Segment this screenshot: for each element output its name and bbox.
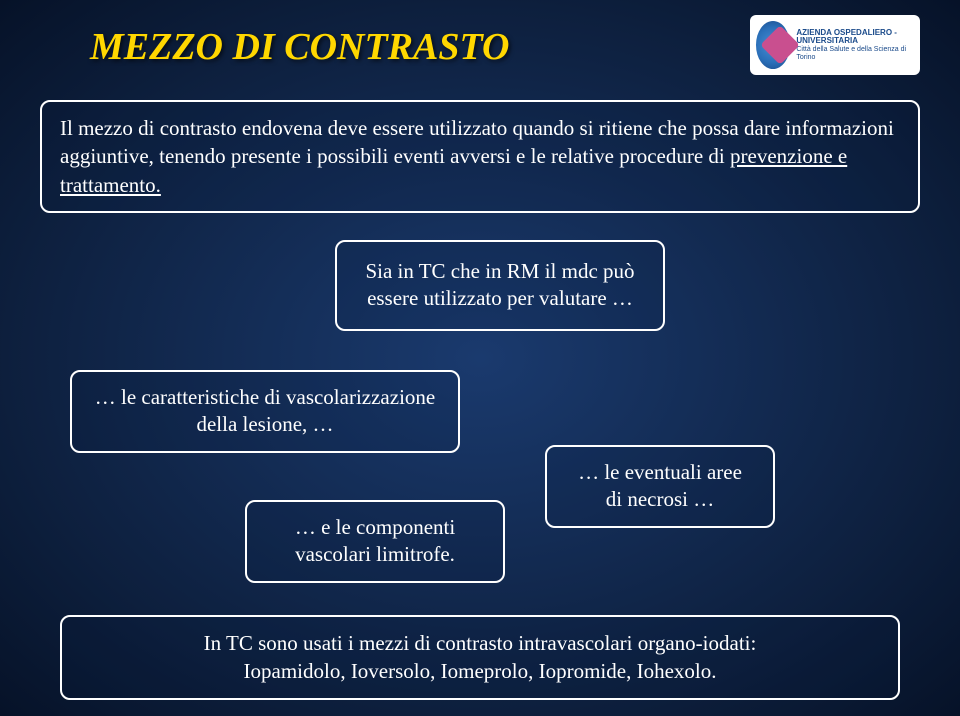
logo-line2: Città della Salute e della Scienza di To… — [796, 46, 914, 61]
vascularization-box: … le caratteristiche di vascolarizzazion… — [70, 370, 460, 453]
footer-box: In TC sono usati i mezzi di contrasto in… — [60, 615, 900, 700]
vasc-line1: … le caratteristiche di vascolarizzazion… — [90, 384, 440, 411]
mdc-usage-box: Sia in TC che in RM il mdc può essere ut… — [335, 240, 665, 331]
mdc-line2: essere utilizzato per valutare … — [351, 285, 649, 312]
institution-logo: AZIENDA OSPEDALIERO - UNIVERSITARIA Citt… — [750, 15, 920, 75]
footer-line1: In TC sono usati i mezzi di contrasto in… — [80, 629, 880, 657]
logo-line1: AZIENDA OSPEDALIERO - UNIVERSITARIA — [796, 29, 914, 47]
comp-line1: … e le componenti — [265, 514, 485, 541]
components-box: … e le componenti vascolari limitrofe. — [245, 500, 505, 583]
vasc-line2: della lesione, … — [90, 411, 440, 438]
intro-box: Il mezzo di contrasto endovena deve esse… — [40, 100, 920, 213]
footer-line2: Iopamidolo, Ioversolo, Iomeprolo, Ioprom… — [80, 657, 880, 685]
necrosis-box: … le eventuali aree di necrosi … — [545, 445, 775, 528]
mdc-line1: Sia in TC che in RM il mdc può — [351, 258, 649, 285]
slide: MEZZO DI CONTRASTO AZIENDA OSPEDALIERO -… — [0, 0, 960, 716]
comp-line2: vascolari limitrofe. — [265, 541, 485, 568]
logo-text: AZIENDA OSPEDALIERO - UNIVERSITARIA Citt… — [796, 29, 914, 62]
necro-line1: … le eventuali aree — [565, 459, 755, 486]
necro-line2: di necrosi … — [565, 486, 755, 513]
logo-emblem-icon — [756, 21, 790, 69]
